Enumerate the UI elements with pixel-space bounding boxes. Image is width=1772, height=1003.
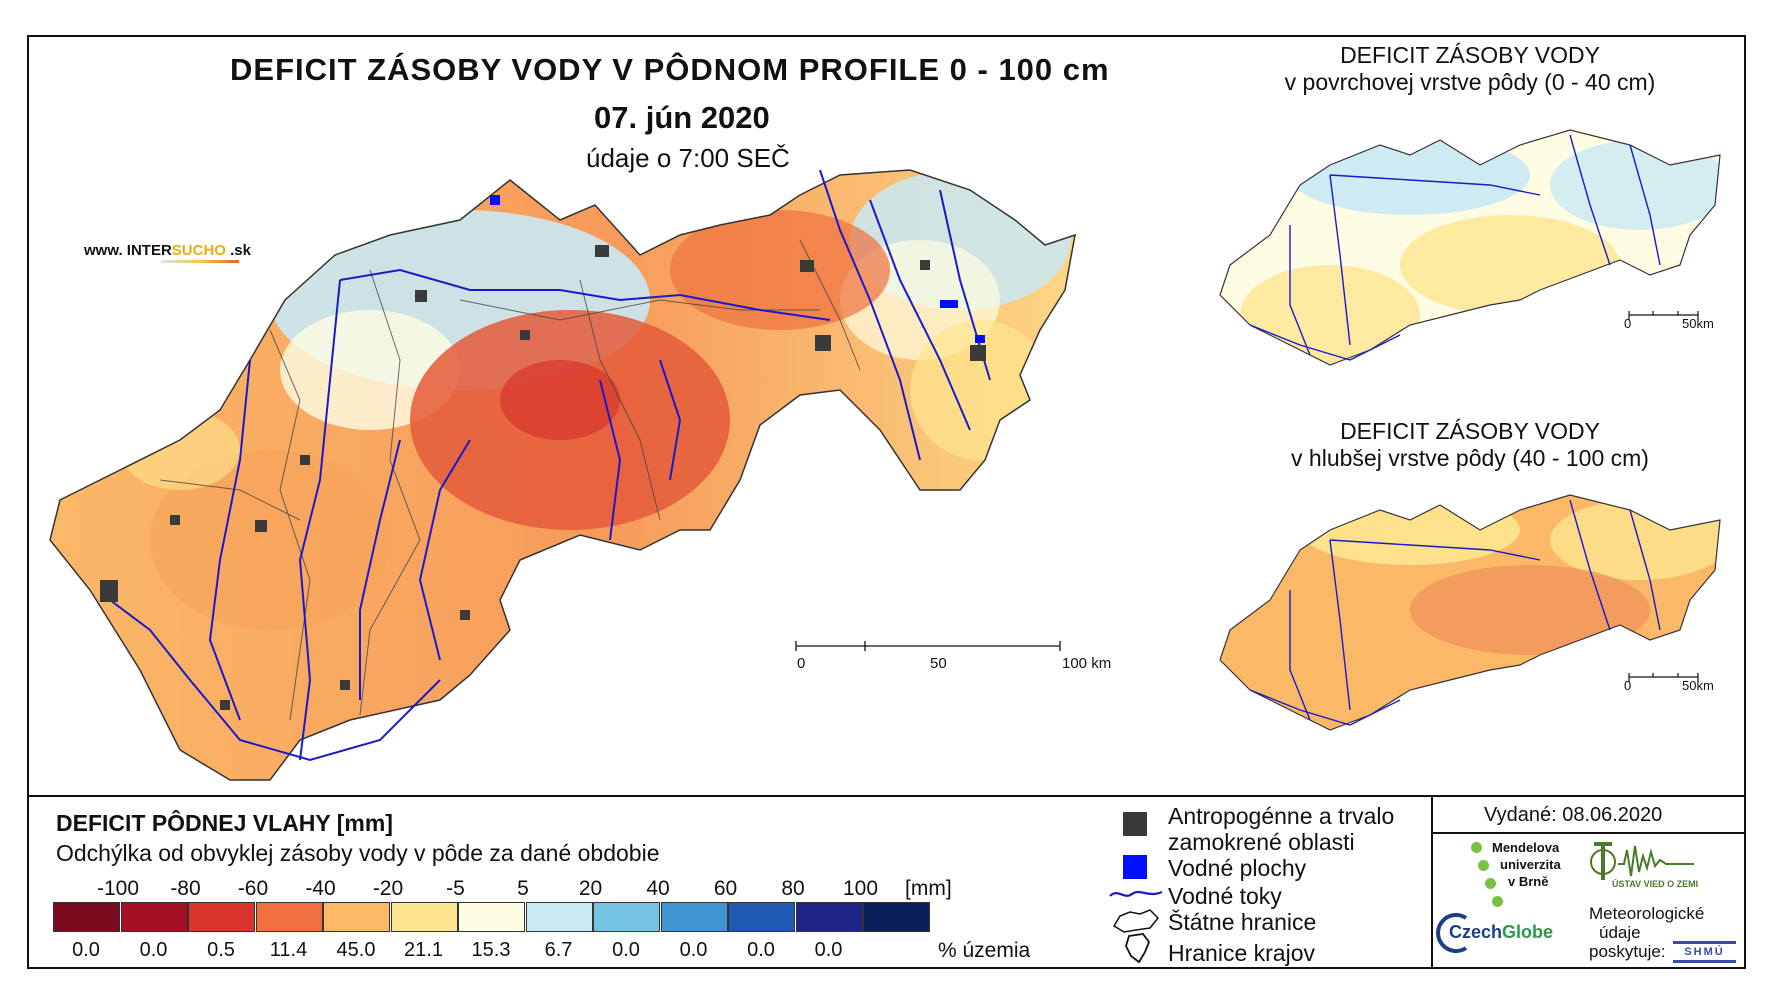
legend-color-box [525,902,593,932]
main-scale-bar [795,641,1061,651]
inset-map-subsoil [1219,494,1721,731]
legend-percent-label: % územia [938,939,1031,962]
water-symbol [1123,855,1147,879]
inset2-title-line2: v hlubšej vrstve pôdy (40 - 100 cm) [1291,445,1649,471]
legend-percent-value: 0.0 [139,939,168,961]
legend-color-box [323,902,390,932]
legend-title: DEFICIT PÔDNEJ VLAHY [mm] [56,810,393,836]
mendel-logo-line3: v Brně [1508,874,1549,889]
main-map [49,169,1076,781]
legend-percent-value: 0.0 [747,939,775,961]
inset2-scale-bar [1628,673,1699,682]
legend-color-box [660,902,728,932]
mendel-logo-line1: Mendelova [1492,840,1560,855]
legend-break-label: -5 [446,877,465,900]
legend-color-box [120,902,188,932]
legend-break-label: -20 [372,877,404,900]
shmu-logo-text: SHMÚ [1684,946,1725,958]
legend-unit: [mm] [905,877,952,900]
state-border-label: Štátne hranice [1168,909,1317,935]
urban-symbol [1123,812,1147,836]
legend-percent-value: 0.0 [72,939,100,961]
map-time-note: údaje o 7:00 SEČ [586,143,790,173]
legend-percent-value: 0.5 [207,939,235,961]
water-label: Vodné plochy [1168,855,1307,881]
main-scale-100: 100 km [1062,655,1112,672]
legend-color-box [795,902,863,932]
legend-color-box [53,902,120,932]
legend-color-box [458,902,525,932]
legend-break-label: 20 [578,877,603,900]
inset1-scale-0: 0 [1624,316,1632,331]
legend-percent-value: 21.1 [404,939,443,961]
legend-percent-value: 15.3 [471,939,511,961]
divider-issued [1431,832,1746,834]
divider-legend-symbols [1431,795,1433,969]
legend-percent-value: 0.0 [612,939,640,961]
legend-break-label: 40 [646,877,670,900]
water-bodies [490,195,985,343]
map-frame [27,35,1746,969]
map-date: 07. jún 2020 [594,100,770,135]
legend-percent-value: 45.0 [336,939,376,961]
legend-break-label: 100 [842,877,879,900]
czechglobe-logo-text: CzechGlobe [1449,922,1554,942]
urban-label-line2: zamokrené oblasti [1168,829,1355,855]
inset1-scale-50: 50km [1682,316,1714,331]
issued-date: Vydané: 08.06.2020 [1484,804,1663,826]
met-data-line1: Meteorologické [1589,904,1705,923]
inset1-title-line1: DEFICIT ZÁSOBY VODY [1340,42,1600,68]
met-data-line3: poskytuje: [1589,942,1666,961]
region-border-symbol [1125,933,1151,964]
legend-color-box [863,902,930,932]
shmu-logo-icon: SHMÚ [1673,941,1736,963]
legend-percent-value: 0.0 [814,939,843,961]
river-symbol [1109,890,1163,897]
legend-percent-value: 11.4 [269,939,308,961]
legend-break-label: -100 [96,877,140,900]
intersucho-logo[interactable]: www. INTERSUCHO .sk [84,242,251,259]
river-label: Vodné toky [1168,883,1282,909]
legend-color-box [728,902,795,932]
intersucho-logo-bar [161,260,239,263]
region-borders [159,239,861,721]
region-border-label: Hranice krajov [1168,940,1315,966]
inset1-scale-bar [1628,311,1699,320]
met-data-line2: údaje [1599,923,1641,942]
legend-break-label: -40 [305,877,336,900]
legend-color-box [188,902,255,932]
inset2-scale-0: 0 [1624,678,1632,693]
state-border [49,169,1076,781]
urban-areas [100,245,986,710]
main-scale-0: 0 [797,655,806,672]
mendel-logo-line2: univerzita [1500,857,1561,872]
inset1-title-line2: v povrchovej vrstve pôdy (0 - 40 cm) [1284,69,1656,95]
urban-label-line1: Antropogénne a trvalo [1168,803,1395,829]
legend-break-label: 80 [781,877,805,900]
ustav-vied-logo-icon [1590,842,1694,880]
legend-break-label: -80 [170,877,201,900]
legend-divider [27,795,1746,797]
inset-map-topsoil [1219,129,1721,366]
legend-color-box [593,902,660,932]
main-scale-50: 50 [930,655,947,672]
mendel-dot-icon [1471,842,1482,853]
czechglobe-logo-icon [1436,913,1468,953]
legend-color-box [390,902,458,932]
inset2-scale-50: 50km [1682,678,1714,693]
ustav-vied-logo-text: ÚSTAV VIED O ZEMI [1612,879,1699,889]
legend-percent-value: 6.7 [544,939,573,961]
state-border-symbol [1112,909,1160,933]
legend-color-box [255,902,323,932]
legend-break-label: 60 [713,877,738,900]
map-title: DEFICIT ZÁSOBY VODY V PÔDNOM PROFILE 0 -… [230,52,1110,87]
inset2-title-line1: DEFICIT ZÁSOBY VODY [1340,418,1600,444]
legend-break-label: -60 [237,877,269,900]
legend-break-label: 5 [517,877,529,900]
legend-percent-value: 0.0 [679,939,708,961]
legend-subtitle: Odchýlka od obvyklej zásoby vody v pôde … [56,840,660,866]
